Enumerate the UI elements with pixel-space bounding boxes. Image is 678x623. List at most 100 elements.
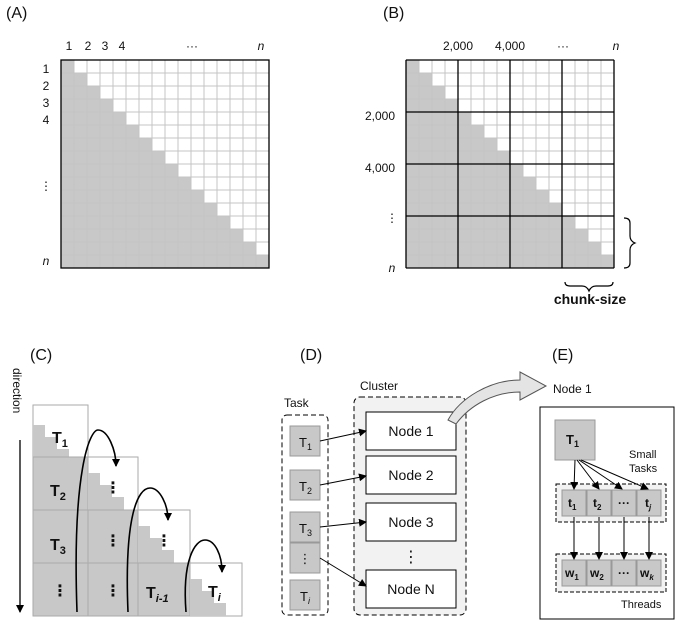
matrix-cell	[99, 254, 114, 269]
chunk-brace-bottom	[564, 281, 614, 293]
matrix-cell	[509, 111, 524, 126]
matrix-cell	[242, 163, 257, 178]
matrix-cell	[457, 189, 472, 204]
matrix-cell	[242, 176, 257, 191]
matrix-cell	[522, 124, 537, 139]
matrix-cell	[535, 241, 550, 256]
small-task-box	[636, 489, 662, 517]
matrix-cell	[496, 228, 511, 243]
matrix-cell	[177, 176, 192, 191]
task-label-c: T3	[50, 537, 66, 557]
matrix-cell	[229, 163, 244, 178]
matrix-cell	[405, 150, 420, 165]
matrix-cell	[418, 124, 433, 139]
matrix-a-row-label: 1	[43, 62, 50, 76]
matrix-cell	[483, 241, 498, 256]
matrix-cell	[86, 124, 101, 139]
matrix-cell	[509, 202, 524, 217]
assign-arrow	[319, 557, 367, 587]
matrix-cell	[164, 241, 179, 256]
matrix-cell	[587, 228, 602, 243]
matrix-cell	[138, 202, 153, 217]
matrix-cell	[86, 111, 101, 126]
matrix-cell	[229, 150, 244, 165]
matrix-cell	[431, 163, 446, 178]
matrix-cell	[470, 176, 485, 191]
matrix-cell	[457, 215, 472, 230]
matrix-cell	[574, 228, 589, 243]
worker-box	[636, 559, 662, 587]
matrix-cell	[496, 189, 511, 204]
matrix-cell	[561, 189, 576, 204]
panel-label-b: (B)	[383, 5, 404, 22]
matrix-cell	[229, 137, 244, 152]
matrix-cell	[418, 98, 433, 113]
matrix-cell	[522, 85, 537, 100]
matrix-cell	[255, 137, 270, 152]
matrix-cell	[190, 85, 205, 100]
matrix-b	[405, 59, 615, 269]
matrix-cell	[574, 176, 589, 191]
assign-arrow	[319, 428, 367, 442]
matrix-cell	[242, 72, 257, 87]
matrix-cell	[190, 176, 205, 191]
matrix-b-row-label: 2,000	[365, 109, 395, 123]
matrix-cell	[535, 85, 550, 100]
matrix-cell	[242, 111, 257, 126]
block-fill	[88, 473, 124, 510]
matrix-cell	[125, 228, 140, 243]
matrix-cell	[203, 202, 218, 217]
matrix-cell	[587, 176, 602, 191]
matrix-cell	[216, 85, 231, 100]
worker-label: wk	[639, 566, 654, 582]
matrix-cell	[496, 202, 511, 217]
task-box-d	[289, 542, 321, 574]
matrix-cell	[60, 189, 75, 204]
matrix-cell	[177, 163, 192, 178]
task-block-c: ⋮	[32, 562, 89, 617]
matrix-cell	[483, 72, 498, 87]
matrix-a-col-label: 2	[85, 39, 92, 53]
matrix-cell	[125, 254, 140, 269]
chunk-brace-right	[623, 217, 637, 269]
matrix-cell	[216, 241, 231, 256]
node-list: Node 1 Node 2 Node 3 ⋮ Node N	[365, 411, 457, 609]
matrix-cell	[535, 228, 550, 243]
matrix-cell	[444, 189, 459, 204]
matrix-cell	[418, 111, 433, 126]
matrix-cell	[60, 150, 75, 165]
matrix-cell	[203, 98, 218, 113]
matrix-cell	[203, 124, 218, 139]
task-label-c: Ti-1	[146, 585, 169, 605]
matrix-cell	[535, 202, 550, 217]
matrix-cell	[99, 163, 114, 178]
matrix-cell	[600, 254, 615, 269]
matrix-cell	[457, 124, 472, 139]
small-task-label: t1	[568, 496, 577, 512]
matrix-cell	[600, 85, 615, 100]
small-task-label: ···	[618, 496, 630, 510]
task-ellipsis-c: ⋮	[105, 583, 121, 600]
matrix-cell	[125, 215, 140, 230]
matrix-cell	[405, 189, 420, 204]
matrix-cell	[255, 59, 270, 74]
matrix-cell	[73, 202, 88, 217]
matrix-cell	[561, 202, 576, 217]
matrix-cell	[138, 189, 153, 204]
matrix-cell	[190, 202, 205, 217]
matrix-cell	[457, 98, 472, 113]
spawn-arrow	[580, 459, 649, 490]
matrix-a	[60, 59, 270, 269]
matrix-cell	[548, 124, 563, 139]
matrix-cell	[535, 124, 550, 139]
matrix-cell	[405, 137, 420, 152]
matrix-cell	[457, 137, 472, 152]
matrix-b-col-ellipsis: ···	[557, 39, 569, 53]
matrix-cell	[561, 98, 576, 113]
matrix-cell	[60, 85, 75, 100]
task-ellipsis-c: ⋮	[52, 583, 68, 600]
matrix-cell	[229, 189, 244, 204]
matrix-cell	[522, 150, 537, 165]
matrix-cell	[255, 254, 270, 269]
matrix-cell	[548, 72, 563, 87]
